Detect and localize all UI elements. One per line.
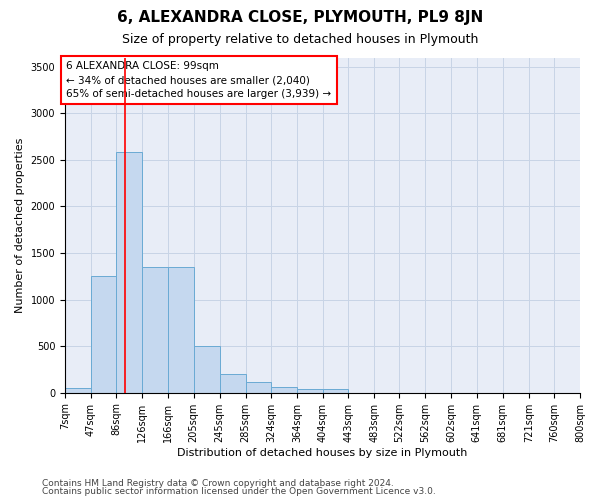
Text: Size of property relative to detached houses in Plymouth: Size of property relative to detached ho… <box>122 32 478 46</box>
Bar <box>220 374 245 392</box>
Bar <box>65 388 91 392</box>
X-axis label: Distribution of detached houses by size in Plymouth: Distribution of detached houses by size … <box>178 448 468 458</box>
Bar <box>245 382 271 392</box>
Y-axis label: Number of detached properties: Number of detached properties <box>15 138 25 313</box>
Bar <box>142 267 168 392</box>
Bar <box>168 267 194 392</box>
Bar <box>323 389 348 392</box>
Bar <box>116 152 142 392</box>
Bar <box>194 346 220 393</box>
Text: 6 ALEXANDRA CLOSE: 99sqm
← 34% of detached houses are smaller (2,040)
65% of sem: 6 ALEXANDRA CLOSE: 99sqm ← 34% of detach… <box>67 61 331 99</box>
Text: Contains public sector information licensed under the Open Government Licence v3: Contains public sector information licen… <box>42 487 436 496</box>
Text: 6, ALEXANDRA CLOSE, PLYMOUTH, PL9 8JN: 6, ALEXANDRA CLOSE, PLYMOUTH, PL9 8JN <box>117 10 483 25</box>
Bar <box>297 389 323 392</box>
Text: Contains HM Land Registry data © Crown copyright and database right 2024.: Contains HM Land Registry data © Crown c… <box>42 478 394 488</box>
Bar <box>271 387 297 392</box>
Bar <box>91 276 116 392</box>
